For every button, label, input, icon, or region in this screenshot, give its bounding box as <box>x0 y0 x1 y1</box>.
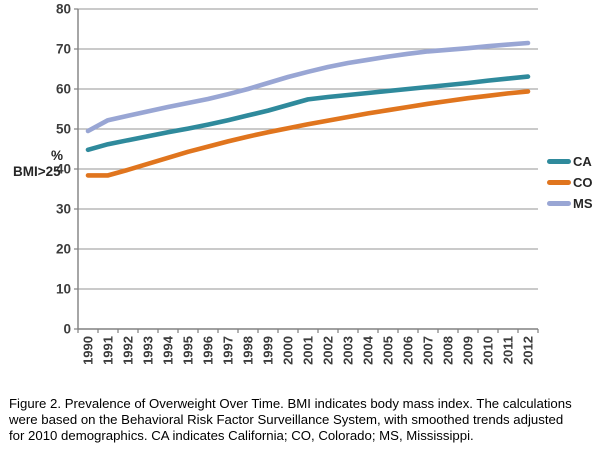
x-tick-label: 2009 <box>461 336 476 365</box>
y-tick-label: 60 <box>56 82 71 97</box>
y-tick-label: 40 <box>56 162 71 177</box>
x-tick-label: 1999 <box>261 336 276 365</box>
legend-item-co: CO <box>547 172 593 193</box>
y-tick-label: 80 <box>56 2 71 17</box>
x-tick-label: 2001 <box>301 336 316 365</box>
x-tick-label: 2003 <box>341 336 356 365</box>
series-line-CA <box>85 74 531 153</box>
y-axis-title: % BMI>25 <box>13 148 73 180</box>
y-tick-label: 10 <box>56 282 71 297</box>
chart-svg: 0 10 20 30 40 50 60 70 80 1990 1991 1992 1993 1994 199… <box>56 2 539 365</box>
legend-item-ms: MS <box>547 193 593 214</box>
x-tick-label: 1992 <box>121 336 136 365</box>
x-tick-label: 2005 <box>381 336 396 365</box>
x-tick-label: 2012 <box>521 336 536 365</box>
series-line-MS <box>85 40 531 134</box>
y-axis-title-line1: % <box>51 148 64 163</box>
legend-swatch-ms <box>547 201 571 206</box>
x-tick-label: 2006 <box>401 336 416 365</box>
legend-swatch-ca <box>547 159 571 164</box>
x-tick-label: 1995 <box>181 336 196 365</box>
x-tick-label: 2004 <box>361 335 376 365</box>
x-tick-label: 2002 <box>321 336 336 365</box>
x-tick-label: 2010 <box>481 336 496 365</box>
x-tick-label: 1996 <box>201 336 216 365</box>
y-tick-label: 30 <box>56 202 71 217</box>
legend-swatch-co <box>547 180 571 185</box>
x-tick-label: 2007 <box>421 336 436 365</box>
legend-item-ca: CA <box>547 151 593 172</box>
x-tick-label: 2008 <box>441 336 456 365</box>
caption-line-2: were based on the Behavioral Risk Factor… <box>9 411 564 427</box>
x-tick-label: 2000 <box>281 336 296 365</box>
caption-line-1: Figure 2. Prevalence of Overweight Over … <box>9 396 572 411</box>
series-line-CO <box>85 89 531 178</box>
chart-legend: CA CO MS <box>547 151 593 214</box>
y-tick-label: 20 <box>56 242 71 257</box>
x-tick-label: 1990 <box>81 336 96 365</box>
legend-label-ms: MS <box>573 196 593 211</box>
y-tick-label: 50 <box>56 122 71 137</box>
figure-caption: Figure 2. Prevalence of Overweight Over … <box>9 396 572 443</box>
x-tick-label: 2011 <box>501 336 516 364</box>
legend-label-co: CO <box>573 175 593 190</box>
x-tick-label: 1993 <box>141 336 156 365</box>
x-tick-label: 1994 <box>161 335 176 365</box>
x-tick-label: 1997 <box>221 336 236 365</box>
y-tick-label: 70 <box>56 42 71 57</box>
x-tick-label: 1998 <box>241 336 256 365</box>
legend-label-ca: CA <box>573 154 592 169</box>
x-tick-label: 1991 <box>101 336 116 365</box>
y-tick-label: 0 <box>63 322 71 337</box>
caption-line-3: for 2010 demographics. CA indicates Cali… <box>9 427 474 443</box>
y-axis-title-line2: BMI>25 <box>13 164 61 179</box>
